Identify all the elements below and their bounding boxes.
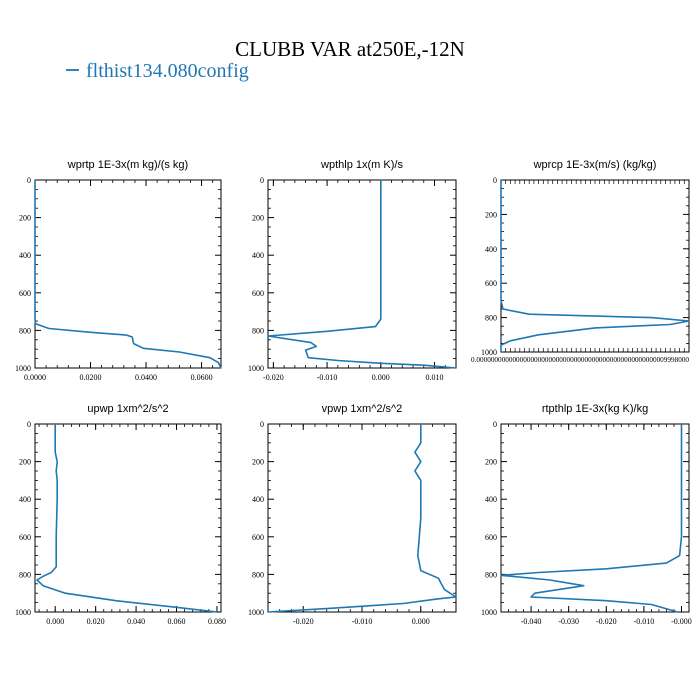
panel-4: upwp 1xm^2/s^2 0 200 400 600 800 1000 0.000 0.02… bbox=[15, 403, 226, 626]
y-tick-label: 1000 bbox=[15, 608, 31, 617]
figure-title: CLUBB VAR at250E,-12N bbox=[235, 37, 465, 61]
y-tick-label: 800 bbox=[252, 326, 264, 335]
panel-5: vpwp 1xm^2/s^2 0 200 400 600 800 1000 -0.020 -0.… bbox=[248, 403, 457, 626]
series-line bbox=[34, 180, 222, 369]
panel-title: wprcp 1E-3x(m/s) (kg/kg) bbox=[533, 159, 657, 171]
y-tick-label: 800 bbox=[252, 570, 264, 579]
x-tick-label: -0.030 bbox=[558, 617, 579, 626]
x-tick-label: 0.000 bbox=[412, 617, 430, 626]
x-tick-label: -0.020 bbox=[293, 617, 314, 626]
x-tick-label: -0.020 bbox=[596, 617, 617, 626]
y-tick-label: 600 bbox=[485, 533, 497, 542]
x-tick-label: 0.060 bbox=[168, 617, 186, 626]
y-tick-label: 600 bbox=[19, 289, 31, 298]
y-tick-label: 0 bbox=[493, 176, 497, 185]
x-tick-label: 0.020 bbox=[87, 617, 105, 626]
series-line bbox=[267, 180, 457, 369]
y-tick-label: 400 bbox=[19, 495, 31, 504]
y-tick-label: 200 bbox=[485, 458, 497, 467]
y-tick-label: 0 bbox=[27, 420, 31, 429]
y-tick-label: 0 bbox=[260, 176, 264, 185]
y-tick-label: 200 bbox=[19, 214, 31, 223]
y-tick-label: 800 bbox=[19, 326, 31, 335]
x-tick-label: 0.000 bbox=[372, 373, 390, 382]
x-tick-label: 0.0200 bbox=[80, 373, 102, 382]
panel-title: wpthlp 1x(m K)/s bbox=[320, 159, 403, 171]
x-tick-label: -0.010 bbox=[317, 373, 338, 382]
x-tick-label: 0.080 bbox=[208, 617, 226, 626]
y-tick-label: 400 bbox=[485, 245, 497, 254]
x-tick-label: -0.020 bbox=[263, 373, 284, 382]
y-tick-label: 400 bbox=[252, 251, 264, 260]
panel-title: vpwp 1xm^2/s^2 bbox=[322, 403, 403, 415]
x-tick-label: -0.040 bbox=[521, 617, 542, 626]
y-tick-label: 400 bbox=[485, 495, 497, 504]
x-tick-label: -0.000 bbox=[671, 617, 692, 626]
series-line bbox=[36, 424, 218, 613]
x-tick-label: 0.00000000000000000000000000000000000000… bbox=[471, 356, 690, 364]
x-tick-label: 0.0400 bbox=[135, 373, 157, 382]
legend-label: flthist134.080config bbox=[86, 60, 249, 82]
x-tick-label: 0.010 bbox=[426, 373, 444, 382]
y-tick-label: 200 bbox=[19, 458, 31, 467]
y-tick-label: 1000 bbox=[481, 608, 497, 617]
y-tick-label: 200 bbox=[252, 214, 264, 223]
x-tick-label: -0.010 bbox=[634, 617, 655, 626]
panel-2: wpthlp 1x(m K)/s 0 200 400 600 800 1000-0.020 -… bbox=[248, 159, 457, 382]
y-tick-label: 400 bbox=[19, 251, 31, 260]
x-tick-label: -0.010 bbox=[352, 617, 373, 626]
y-tick-label: 600 bbox=[485, 279, 497, 288]
y-tick-label: 800 bbox=[19, 570, 31, 579]
panel-title: upwp 1xm^2/s^2 bbox=[87, 403, 168, 415]
y-tick-label: 0 bbox=[260, 420, 264, 429]
series-line bbox=[267, 424, 457, 613]
y-tick-label: 600 bbox=[252, 289, 264, 298]
y-tick-label: 600 bbox=[19, 533, 31, 542]
panel-1: wprtp 1E-3x(m kg)/(s kg) 0 200 400 600 800 100… bbox=[15, 159, 222, 382]
panel-title: rtpthlp 1E-3x(kg K)/kg bbox=[542, 403, 648, 415]
x-tick-label: 0.0000 bbox=[24, 373, 46, 382]
y-tick-label: 0 bbox=[493, 420, 497, 429]
y-tick-label: 1000 bbox=[15, 364, 31, 373]
x-tick-label: 0.0600 bbox=[191, 373, 213, 382]
x-tick-label: 0.000 bbox=[46, 617, 64, 626]
panel-6: rtpthlp 1E-3x(kg K)/kg 0 200 400 600 800 1000 -… bbox=[481, 403, 692, 626]
panel-3: wprcp 1E-3x(m/s) (kg/kg) 0 200 400 600 800 100… bbox=[471, 159, 690, 364]
y-tick-label: 200 bbox=[252, 458, 264, 467]
y-tick-label: 800 bbox=[485, 314, 497, 323]
y-tick-label: 1000 bbox=[248, 364, 264, 373]
panels-group: wprtp 1E-3x(m kg)/(s kg) 0 200 400 600 800 100… bbox=[15, 159, 692, 626]
y-tick-label: 1000 bbox=[481, 348, 497, 357]
y-tick-label: 1000 bbox=[248, 608, 264, 617]
x-tick-label: 0.040 bbox=[127, 617, 145, 626]
panel-title: wprtp 1E-3x(m kg)/(s kg) bbox=[67, 159, 188, 171]
y-tick-label: 400 bbox=[252, 495, 264, 504]
series-line bbox=[500, 424, 683, 613]
series-line bbox=[500, 180, 690, 352]
y-tick-label: 600 bbox=[252, 533, 264, 542]
y-tick-label: 0 bbox=[27, 176, 31, 185]
y-tick-label: 800 bbox=[485, 570, 497, 579]
y-tick-label: 200 bbox=[485, 210, 497, 219]
